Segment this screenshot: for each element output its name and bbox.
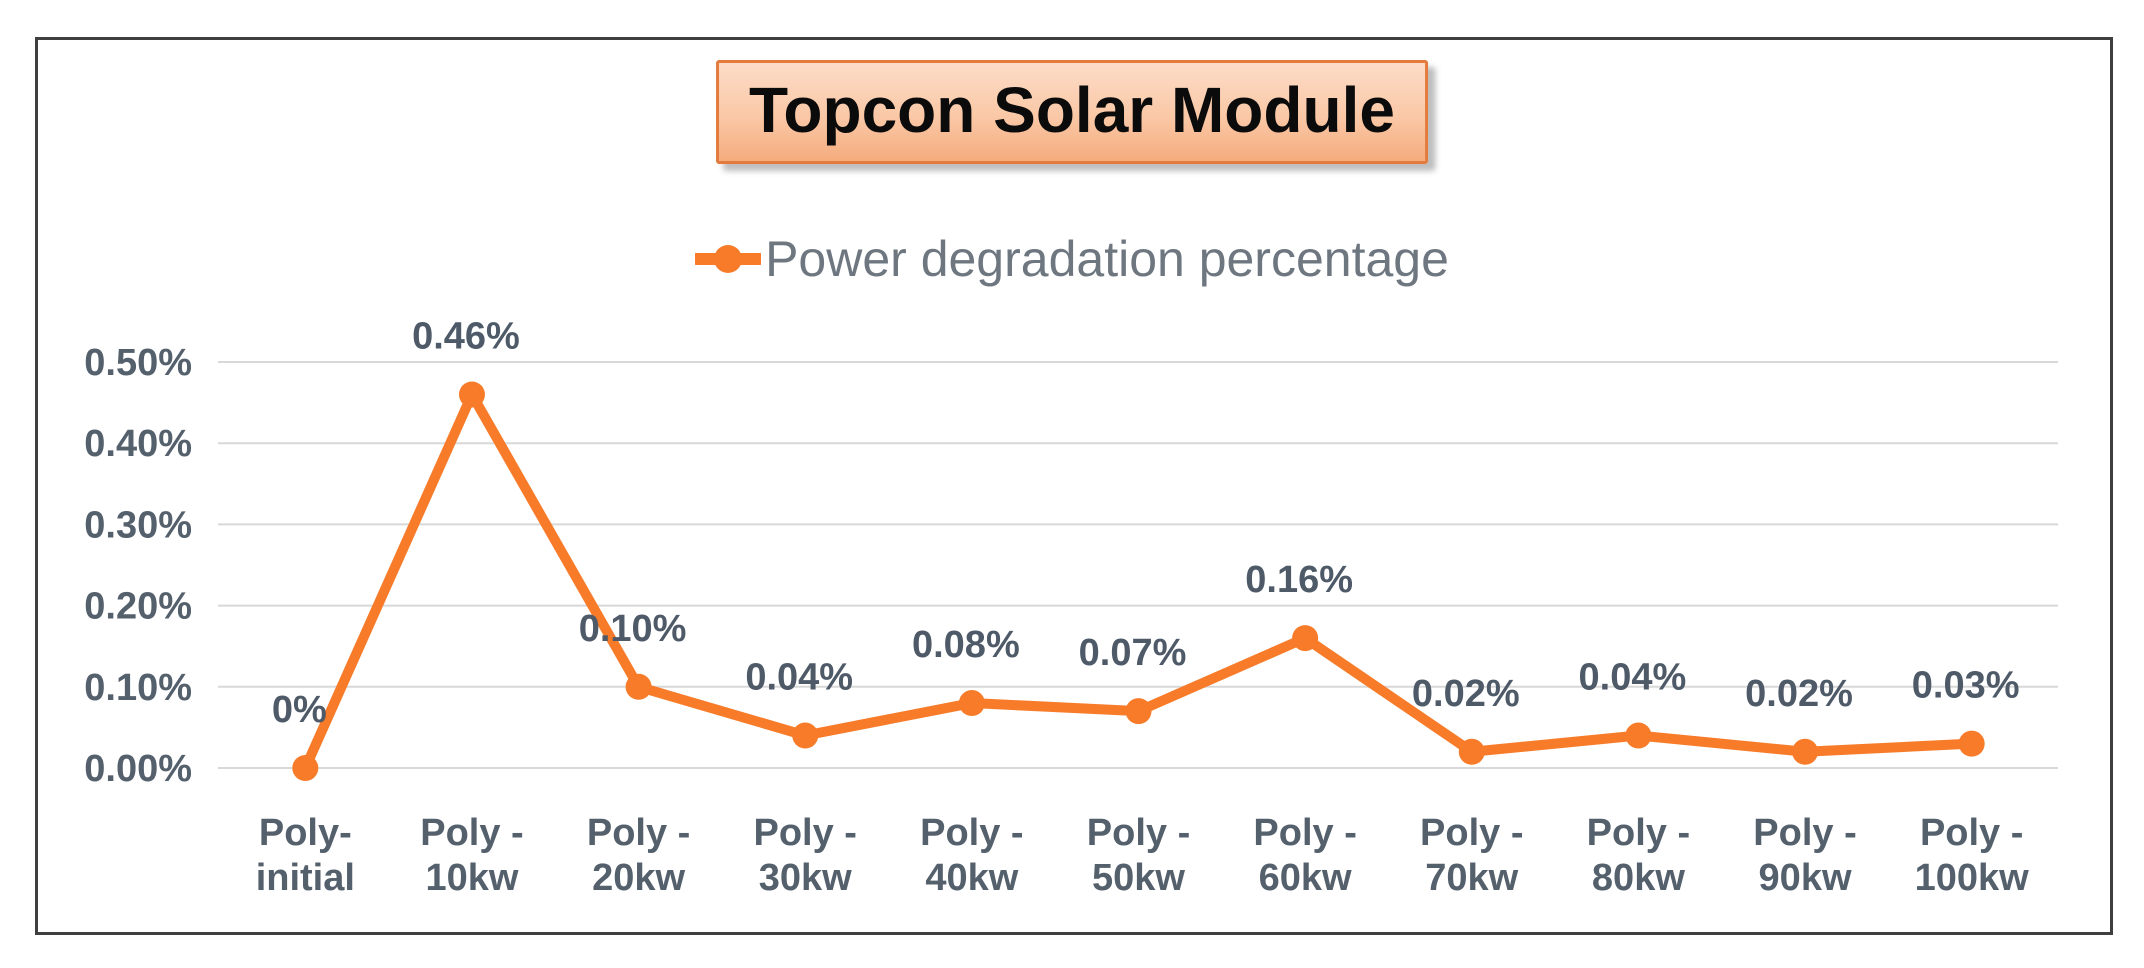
y-axis-tick-label: 0.00% [84,748,192,790]
x-axis-tick-label: Poly -80kw [1587,812,1690,899]
x-axis-tick-label: Poly -50kw [1087,812,1190,899]
data-point [625,673,652,700]
data-label: 0.10% [579,608,687,650]
data-label: 0.03% [1912,665,2020,707]
data-label: 0.46% [412,315,520,357]
x-axis-tick-label: Poly -10kw [420,812,523,899]
chart-title-box: Topcon Solar Module [716,60,1428,164]
data-point [292,755,319,781]
data-label: 0% [272,689,327,731]
legend-dot [714,245,743,273]
data-point [792,722,819,749]
data-point [1458,738,1485,765]
y-axis-tick-label: 0.50% [84,342,192,384]
y-axis-tick-label: 0.10% [84,667,192,709]
y-axis-tick-label: 0.40% [84,423,192,465]
x-axis-tick-label: Poly -100kw [1915,812,2030,899]
x-axis-tick-label: Poly -30kw [753,812,856,899]
x-axis-tick-label: Poly -20kw [587,812,690,899]
data-point [458,381,485,408]
data-label: 0.02% [1412,673,1520,715]
chart-title: Topcon Solar Module [749,74,1395,146]
y-axis-tick-label: 0.20% [84,586,192,628]
data-point [1792,738,1819,765]
data-label: 0.08% [912,624,1020,666]
chart-frame [35,37,2113,935]
data-label: 0.04% [1579,657,1687,699]
data-label: 0.02% [1745,673,1853,715]
y-axis-tick-label: 0.30% [84,504,192,546]
data-point [1292,625,1319,652]
data-point [1125,698,1152,725]
data-label: 0.04% [745,657,853,699]
legend-line-marker-icon [695,245,762,273]
data-label: 0.16% [1245,559,1353,601]
x-axis-tick-label: Poly -40kw [920,812,1023,899]
data-point [1625,722,1652,749]
data-label: 0.07% [1079,632,1187,674]
data-point [958,690,985,717]
x-axis-tick-label: Poly-initial [256,812,355,899]
x-axis-tick-label: Poly -70kw [1420,812,1523,899]
x-axis-tick-label: Poly -90kw [1753,812,1856,899]
x-axis-tick-label: Poly -60kw [1253,812,1356,899]
data-point [1958,730,1985,757]
legend[interactable]: Power degradation percentage [0,230,2144,288]
legend-label: Power degradation percentage [765,231,1449,287]
